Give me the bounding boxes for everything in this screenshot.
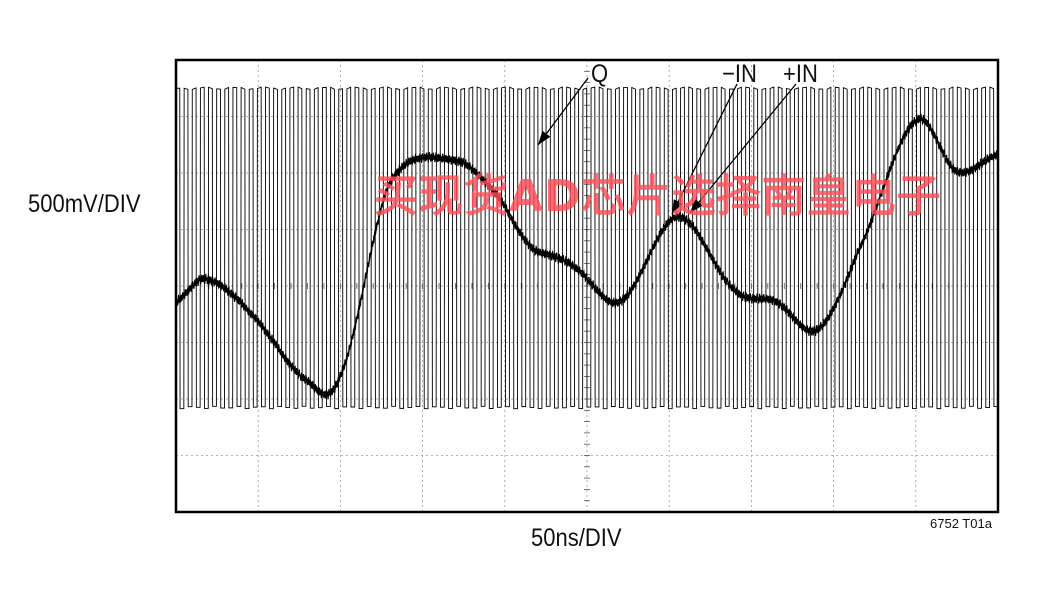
arrow-plus-in <box>689 83 797 214</box>
x-axis-label: 50ns/DIV <box>531 524 622 552</box>
arrow-minus-in <box>671 83 738 215</box>
annotation-minus-in: −IN <box>722 60 757 88</box>
y-axis-label: 500mV/DIV <box>28 190 141 218</box>
annotation-arrows <box>537 77 797 215</box>
annotation-plus-in: +IN <box>783 60 818 88</box>
series-plus-in <box>175 114 999 397</box>
series-q <box>176 86 999 410</box>
plot-frame <box>174 58 1000 514</box>
traces <box>175 86 999 410</box>
arrow-q <box>537 77 589 146</box>
annotation-q: Q <box>591 60 609 88</box>
watermark: 买现货AD芯片选择南皇电子 <box>374 171 942 222</box>
figure-id: 6752 T01a <box>930 516 992 531</box>
